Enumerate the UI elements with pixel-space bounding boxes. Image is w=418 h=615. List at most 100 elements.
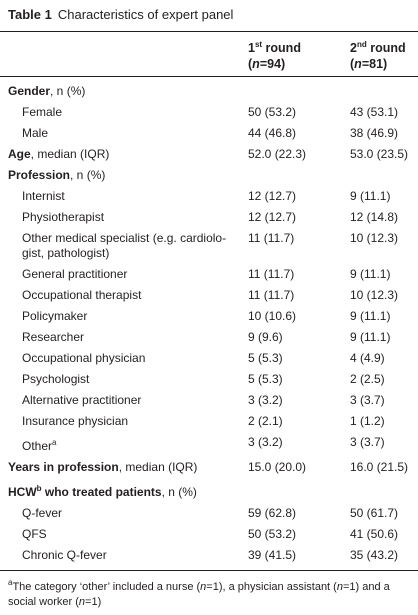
column-header: 1st round (n=94): [248, 37, 301, 72]
cell-value: 10 (10.6): [248, 309, 297, 323]
text-segment: Profession: [8, 168, 71, 182]
column-header-line: (n=81): [350, 56, 406, 72]
text-segment: Chronic Q-fever: [22, 548, 107, 562]
cell-value: 35 (43.2): [350, 548, 399, 562]
text-segment: Policymaker: [22, 309, 88, 323]
cell-value: 10 (12.3): [350, 288, 399, 302]
cell-value: 12 (12.7): [248, 210, 297, 224]
rule: [0, 76, 418, 77]
text-segment: , n (%): [50, 84, 86, 98]
column-header-line: 1st round: [248, 37, 301, 56]
row-label: General practitioner: [22, 267, 242, 282]
cell-value: 39 (41.5): [248, 548, 297, 562]
text-segment: n: [336, 581, 343, 593]
text-segment: Occupational therapist: [22, 288, 142, 302]
row-label: Q-fever: [22, 506, 242, 521]
text-segment: Alternative practitioner: [22, 393, 142, 407]
row-label: Insurance physician: [22, 414, 242, 429]
cell-value: 43 (53.1): [350, 105, 399, 119]
cell-value: 3 (3.7): [350, 435, 385, 449]
text-segment: a: [52, 438, 57, 447]
rule: [0, 570, 418, 571]
cell-value: 16.0 (21.5): [350, 460, 409, 474]
text-segment: Q-fever: [22, 506, 63, 520]
cell-value: 50 (61.7): [350, 506, 399, 520]
cell-value: 3 (3.7): [350, 393, 385, 407]
cell-value: 10 (12.3): [350, 231, 399, 245]
cell-value: 5 (5.3): [248, 351, 283, 365]
cell-value: 3 (3.2): [248, 435, 283, 449]
text-segment: n: [200, 581, 207, 593]
row-label: Profession, n (%): [8, 168, 240, 183]
text-segment: n: [78, 596, 86, 608]
text-segment: , n (%): [161, 485, 197, 499]
row-label: Othera: [22, 435, 242, 454]
text-segment: Table 1: [8, 7, 52, 22]
text-segment: a: [8, 578, 13, 587]
row-label: Internist: [22, 189, 242, 204]
column-header: 2nd round (n=81): [350, 37, 406, 72]
text-segment: round: [262, 41, 301, 55]
text-segment: Researcher: [22, 330, 85, 344]
cell-value: 50 (53.2): [248, 527, 297, 541]
cell-value: 11 (11.7): [248, 231, 295, 245]
text-segment: (: [248, 57, 253, 71]
row-label: Occupational physician: [22, 351, 242, 366]
text-segment: Female: [22, 105, 63, 119]
cell-value: 4 (4.9): [350, 351, 385, 365]
text-segment: Characteristics of expert panel: [57, 7, 234, 22]
text-segment: round: [366, 41, 406, 55]
cell-value: 9 (9.6): [248, 330, 283, 344]
text-segment: , median (IQR): [118, 460, 198, 474]
text-segment: Insurance physician: [22, 414, 129, 428]
cell-value: 5 (5.3): [248, 372, 283, 386]
cell-value: 9 (11.1): [350, 267, 391, 281]
cell-value: 9 (11.1): [350, 309, 391, 323]
text-segment: Physiotherapist: [22, 210, 105, 224]
column-header-line: 2nd round: [350, 37, 406, 56]
text-segment: , n (%): [70, 168, 106, 182]
text-segment: Age: [8, 147, 31, 161]
cell-value: 12 (14.8): [350, 210, 399, 224]
text-segment: =1), a physician assistant (: [206, 581, 337, 593]
row-label: Psychologist: [22, 372, 242, 387]
cell-value: 44 (46.8): [248, 126, 297, 140]
text-segment: The category ‘other’ included a nurse (: [12, 581, 201, 593]
text-segment: b: [36, 484, 42, 493]
text-segment: Years in profession: [8, 460, 119, 474]
row-label: Female: [22, 105, 242, 120]
cell-value: 41 (50.6): [350, 527, 399, 541]
text-segment: =1) and a social worker (: [8, 581, 393, 608]
row-label: Physiotherapist: [22, 210, 242, 225]
text-segment: , median (IQR): [30, 147, 110, 161]
cell-value: 3 (3.2): [248, 393, 283, 407]
text-segment: Male: [22, 126, 49, 140]
row-label: Policymaker: [22, 309, 242, 324]
cell-value: 11 (11.7): [248, 267, 295, 281]
text-segment: HCW: [8, 485, 37, 499]
text-segment: st: [254, 40, 263, 49]
cell-value: 9 (11.1): [350, 330, 391, 344]
footnote: aThe category ‘other’ included a nurse (…: [8, 575, 410, 610]
row-label: Occupational therapist: [22, 288, 242, 303]
row-label: HCWb who treated patients, n (%): [8, 481, 240, 500]
cell-value: 2 (2.1): [248, 414, 283, 428]
cell-value: 50 (53.2): [248, 105, 297, 119]
text-segment: Occupational physician: [22, 351, 146, 365]
row-label: Years in profession, median (IQR): [8, 460, 240, 475]
text-segment: Gender: [8, 84, 51, 98]
cell-value: 12 (12.7): [248, 189, 297, 203]
table-title: Table 1 Characteristics of expert panel: [8, 7, 233, 22]
column-header-line: (n=94): [248, 56, 301, 72]
row-label: Other medical specialist (e.g. cardiolo-…: [22, 231, 242, 261]
text-segment: n: [354, 57, 362, 71]
row-label: Male: [22, 126, 242, 141]
cell-value: 15.0 (20.0): [248, 460, 307, 474]
rule: [0, 31, 418, 32]
row-label: Gender, n (%): [8, 84, 240, 99]
text-segment: Psychologist: [22, 372, 90, 386]
text-segment: Other: [22, 439, 53, 453]
text-segment: =81): [361, 57, 388, 71]
row-label: QFS: [22, 527, 242, 542]
